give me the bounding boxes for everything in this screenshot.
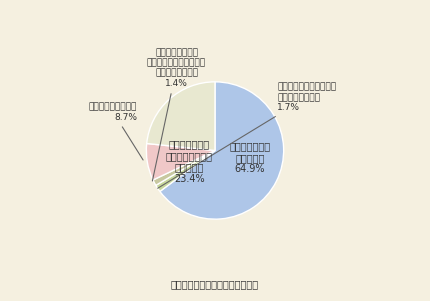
Text: どちらかといえば
プライバシー尊重のため
活用すべきでない
1.4%: どちらかといえば プライバシー尊重のため 活用すべきでない 1.4%	[147, 48, 206, 181]
Text: どちらとも言えない
8.7%: どちらとも言えない 8.7%	[89, 102, 143, 160]
Wedge shape	[147, 82, 215, 150]
Wedge shape	[146, 144, 215, 180]
Wedge shape	[160, 82, 284, 219]
Wedge shape	[156, 150, 215, 191]
Text: 出典：警察捜査に関する意識調査: 出典：警察捜査に関する意識調査	[171, 279, 259, 289]
Text: 事件解決のため
活用すべき
64.9%: 事件解決のため 活用すべき 64.9%	[229, 141, 270, 174]
Wedge shape	[153, 150, 215, 185]
Text: プライバシー尊重のため
活用すべきでない
1.7%: プライバシー尊重のため 活用すべきでない 1.7%	[158, 82, 336, 188]
Text: 事件解決のため
どちらかといえば
活用すべき
23.4%: 事件解決のため どちらかといえば 活用すべき 23.4%	[166, 139, 213, 184]
